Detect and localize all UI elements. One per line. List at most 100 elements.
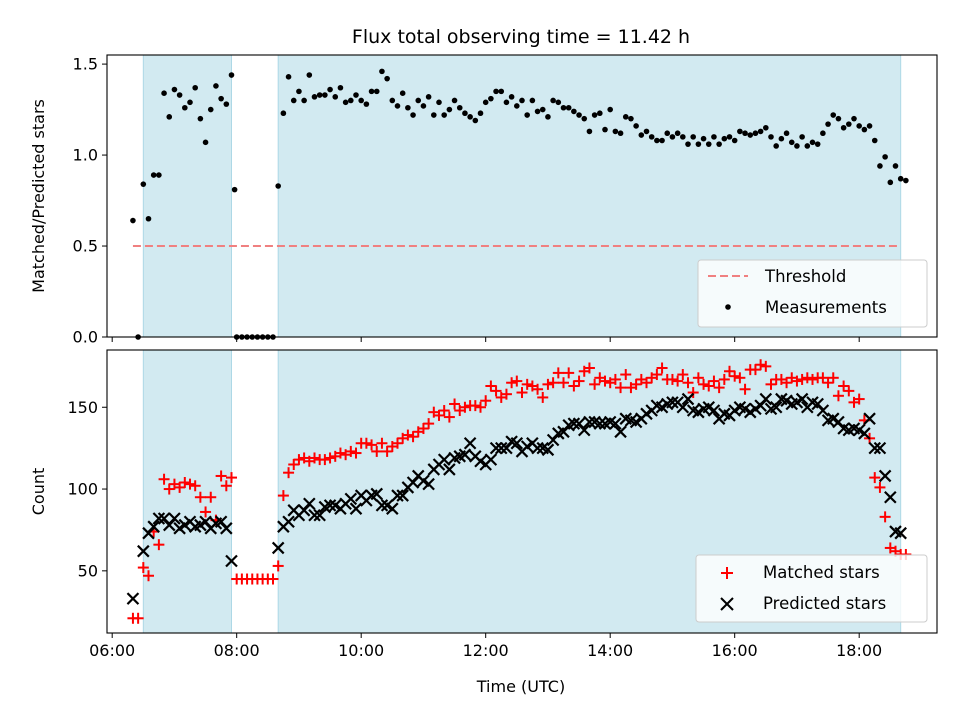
measurement-point — [436, 99, 442, 106]
measurement-point — [296, 88, 302, 95]
measurement-point — [379, 68, 385, 75]
predicted-marker-stroke — [588, 415, 601, 429]
predicted-star-point — [567, 417, 581, 430]
predicted-star-point — [463, 436, 477, 450]
matched-star-point — [724, 365, 735, 377]
measurement-point — [581, 115, 588, 122]
predicted-marker-stroke — [282, 515, 295, 529]
matched-star-point — [558, 377, 569, 389]
predicted-star-point — [437, 453, 451, 466]
measurement-point — [156, 172, 162, 178]
matched-star-point — [822, 377, 834, 389]
measurement-point — [228, 72, 235, 78]
ratio-x-axis — [111, 337, 860, 342]
predicted-marker-stroke — [225, 554, 238, 568]
measurement-point — [882, 154, 888, 160]
predicted-star-point — [681, 392, 695, 406]
matched-star-point — [220, 480, 232, 492]
threshold-legend-label: Threshold — [764, 267, 846, 286]
measurement-point — [571, 108, 577, 115]
matched-star-point — [573, 375, 585, 387]
predicted-marker-stroke — [826, 412, 840, 425]
predicted-star-point — [168, 512, 181, 525]
predicted-marker-stroke — [328, 499, 342, 512]
predicted-marker-stroke — [484, 453, 498, 466]
measurement-point — [301, 97, 307, 104]
measurement-point — [840, 124, 847, 131]
predicted-marker-stroke — [214, 515, 228, 529]
predicted-star-point — [126, 592, 140, 605]
measurement-point — [794, 143, 800, 149]
measurement-point — [508, 94, 515, 100]
matched-star-point — [153, 539, 165, 551]
predicted-marker-stroke — [847, 422, 861, 435]
ratio-y-axis: 0.0 0.5 1.0 1.5 — [73, 55, 107, 347]
measurement-point — [716, 141, 722, 147]
matched-star-point — [449, 398, 461, 410]
matched-star-point — [708, 375, 720, 387]
measurement-point — [192, 84, 198, 91]
measurement-point — [617, 130, 624, 137]
measurement-point — [726, 134, 733, 140]
measurement-point — [887, 179, 894, 186]
matched-star-point — [381, 445, 393, 457]
matched-star-point — [749, 364, 761, 376]
predicted-star-point — [303, 497, 316, 511]
x-tick-label: 08:00 — [214, 641, 260, 660]
measurement-point — [545, 114, 551, 120]
predicted-marker-stroke — [873, 441, 887, 455]
matched-star-point — [205, 491, 217, 503]
matched-star-point — [583, 362, 595, 374]
time-x-axis: 06:00 08:00 10:00 12:00 14:00 16:00 18:00 — [89, 633, 882, 660]
predicted-marker-stroke — [541, 443, 555, 457]
counts-y-axis-label: Count — [29, 468, 48, 516]
predicted-marker-stroke — [832, 415, 845, 429]
measurement-point — [285, 74, 292, 80]
predicted-star-point — [225, 554, 238, 568]
predicted-star-point — [531, 441, 544, 455]
ratio-axes-frame — [106, 54, 938, 338]
matched-star-point — [796, 373, 808, 385]
measurement-point — [721, 135, 728, 142]
matched-legend-swatch — [721, 567, 733, 579]
matched-star-point — [475, 401, 486, 413]
matched-star-point — [184, 478, 196, 490]
matched-star-point — [324, 452, 336, 464]
predicted-star-point — [489, 441, 503, 455]
measurement-point — [742, 130, 748, 137]
measurement-point — [488, 95, 494, 102]
matched-star-point — [345, 445, 357, 457]
measurement-point — [482, 99, 489, 106]
predicted-marker-stroke — [458, 448, 472, 461]
predicted-marker-stroke — [686, 404, 700, 417]
measurement-point — [161, 90, 167, 97]
matched-star-point — [568, 380, 580, 392]
predicted-marker-stroke — [759, 392, 773, 406]
predicted-marker-stroke — [619, 412, 633, 425]
measurement-point — [202, 139, 209, 146]
measurement-point — [456, 104, 463, 111]
y-tick-label: 0.5 — [73, 237, 98, 256]
matched-star-point — [283, 467, 295, 479]
measurement-point — [825, 121, 831, 127]
matched-star-point — [703, 380, 715, 392]
measurement-point — [150, 172, 157, 178]
predicted-star-point — [878, 469, 892, 483]
predicted-marker-stroke — [868, 441, 882, 455]
matched-star-point — [158, 473, 170, 485]
measurement-point — [394, 103, 401, 109]
predicted-marker-stroke — [271, 541, 285, 555]
predicted-star-point — [873, 441, 887, 455]
predicted-marker-stroke — [577, 423, 591, 437]
measurement-point — [462, 110, 468, 117]
measurement-point — [851, 115, 857, 122]
predicted-marker-stroke — [168, 512, 181, 525]
measurement-point — [638, 132, 645, 138]
predicted-marker-stroke — [370, 487, 384, 501]
predicted-marker-stroke — [567, 417, 581, 430]
predicted-star-point — [396, 489, 409, 502]
predicted-star-point — [894, 526, 907, 540]
matched-star-point — [532, 383, 544, 395]
matched-star-point — [516, 387, 528, 399]
